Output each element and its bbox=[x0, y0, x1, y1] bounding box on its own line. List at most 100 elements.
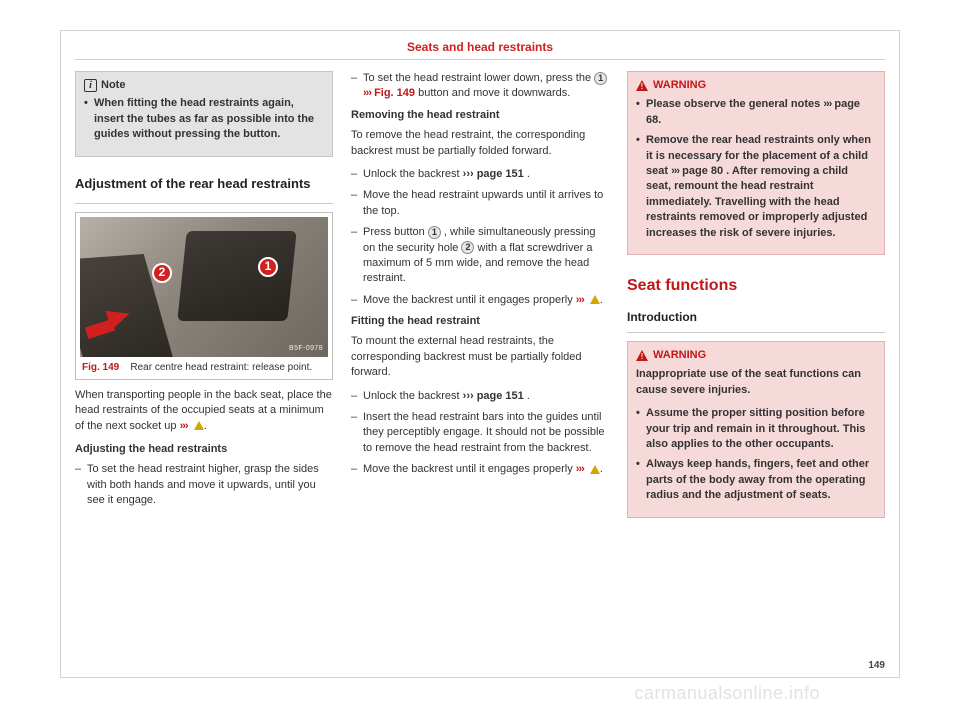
li-text: Move the backrest until it engages prope… bbox=[363, 293, 609, 308]
t: . After removing a child seat, remount t… bbox=[646, 165, 867, 239]
figure-code: B5F-0978 bbox=[289, 344, 323, 354]
dash-icon: – bbox=[351, 188, 363, 219]
list-item: – Unlock the backrest ››› page 151 . bbox=[351, 167, 609, 182]
note-box: i Note • When fitting the head restraint… bbox=[75, 71, 333, 157]
list-item: – Move the backrest until it engages pro… bbox=[351, 462, 609, 477]
column-2: – To set the head restraint lower down, … bbox=[351, 71, 609, 657]
subhead-removing: Removing the head restraint bbox=[351, 108, 609, 123]
dash-icon: – bbox=[351, 293, 363, 308]
bullet-dot: • bbox=[636, 97, 646, 128]
t: . bbox=[600, 294, 603, 306]
heading-seat-functions: Seat functions bbox=[627, 275, 885, 297]
warning-label: WARNING bbox=[653, 348, 706, 363]
note-title-row: i Note bbox=[84, 78, 324, 93]
section-rule bbox=[75, 203, 333, 204]
warn-text: Remove the rear head restraints only whe… bbox=[646, 133, 876, 241]
chevron-icon: ››› bbox=[576, 294, 584, 306]
li-text: Press button 1 , while simultaneously pr… bbox=[363, 225, 609, 287]
warn-bullet: • Please observe the general notes ››› p… bbox=[636, 97, 876, 128]
warning-title-row: WARNING bbox=[636, 78, 876, 93]
li-text: To set the head restraint higher, grasp … bbox=[87, 462, 333, 508]
li-text: To set the head restraint lower down, pr… bbox=[363, 71, 609, 102]
t: . bbox=[600, 463, 603, 475]
li-text: Unlock the backrest ››› page 151 . bbox=[363, 389, 609, 404]
list-item: – Press button 1 , while simultaneously … bbox=[351, 225, 609, 287]
bullet-dot: • bbox=[636, 133, 646, 241]
t: . bbox=[527, 168, 530, 180]
section-heading-adjustment: Adjustment of the rear head restraints bbox=[75, 175, 333, 193]
t: Move the backrest until it engages prope… bbox=[363, 463, 576, 475]
t: Press button bbox=[363, 226, 428, 238]
warning-triangle-icon bbox=[590, 465, 600, 474]
headrest-shape bbox=[177, 231, 296, 321]
column-3: WARNING • Please observe the general not… bbox=[627, 71, 885, 657]
list-item: – Unlock the backrest ››› page 151 . bbox=[351, 389, 609, 404]
column-1: i Note • When fitting the head restraint… bbox=[75, 71, 333, 657]
warn-text: Assume the proper sitting position befor… bbox=[646, 406, 876, 452]
info-icon: i bbox=[84, 79, 97, 92]
li-text: Unlock the backrest ››› page 151 . bbox=[363, 167, 609, 182]
t: . bbox=[527, 390, 530, 402]
list-item: – Insert the head restraint bars into th… bbox=[351, 410, 609, 456]
t: Move the backrest until it engages prope… bbox=[363, 294, 576, 306]
li-text: Move the head restraint upwards until it… bbox=[363, 188, 609, 219]
dash-icon: – bbox=[75, 462, 87, 508]
list-item: – Move the head restraint upwards until … bbox=[351, 188, 609, 219]
dash-icon: – bbox=[351, 71, 363, 102]
warn-bullet: • Assume the proper sitting position bef… bbox=[636, 406, 876, 452]
t: Unlock the backrest bbox=[363, 168, 463, 180]
warn-bullet: • Remove the rear head restraints only w… bbox=[636, 133, 876, 241]
warning-triangle-icon bbox=[590, 295, 600, 304]
page-ref-151: ››› page 151 bbox=[463, 168, 524, 180]
fig-ref-inline: Fig. 149 bbox=[374, 87, 415, 99]
subhead-fitting: Fitting the head restraint bbox=[351, 314, 609, 329]
dash-icon: – bbox=[351, 462, 363, 477]
note-bullet: • When fitting the head restraints again… bbox=[84, 96, 324, 142]
note-label: Note bbox=[101, 78, 125, 93]
figure-badge-2: 2 bbox=[152, 263, 172, 283]
warning-box-1: WARNING • Please observe the general not… bbox=[627, 71, 885, 255]
list-item: – To set the head restraint higher, gras… bbox=[75, 462, 333, 508]
t: button and move it downwards. bbox=[418, 87, 570, 99]
dash-icon: – bbox=[351, 167, 363, 182]
warning-label: WARNING bbox=[653, 78, 706, 93]
figure-149: 2 1 B5F-0978 Fig. 149 Rear centre head r… bbox=[75, 212, 333, 380]
circled-2-icon: 2 bbox=[461, 241, 474, 254]
chevron-icon: ››› bbox=[823, 98, 831, 110]
t: Unlock the backrest bbox=[363, 390, 463, 402]
warn-text: Always keep hands, fingers, feet and oth… bbox=[646, 457, 876, 503]
t: To set the head restraint lower down, pr… bbox=[363, 72, 594, 84]
figure-caption-text: Rear centre head restraint: release poin… bbox=[130, 362, 312, 373]
chevron-icon: ››› bbox=[576, 463, 584, 475]
col2-p2: To mount the external head restraints, t… bbox=[351, 334, 609, 380]
list-item: – Move the backrest until it engages pro… bbox=[351, 293, 609, 308]
warn2-intro: Inappropriate use of the seat functions … bbox=[636, 367, 876, 398]
section-rule bbox=[627, 332, 885, 333]
dash-icon: – bbox=[351, 410, 363, 456]
note-text: When fitting the head restraints again, … bbox=[94, 96, 324, 142]
li-text: Insert the head restraint bars into the … bbox=[363, 410, 609, 456]
circled-1-icon: 1 bbox=[594, 72, 607, 85]
t: Please observe the general notes bbox=[646, 98, 823, 110]
warning-triangle-icon bbox=[636, 80, 648, 91]
dash-icon: – bbox=[351, 389, 363, 404]
warning-box-2: WARNING Inappropriate use of the seat fu… bbox=[627, 341, 885, 518]
li-text: Move the backrest until it engages prope… bbox=[363, 462, 609, 477]
bullet-dot: • bbox=[636, 406, 646, 452]
warn-text: Please observe the general notes ››› pag… bbox=[646, 97, 876, 128]
watermark: carmanualsonline.info bbox=[634, 681, 820, 706]
warning-triangle-icon bbox=[636, 350, 648, 361]
figure-ref: Fig. 149 bbox=[82, 362, 119, 373]
circled-1-icon: 1 bbox=[428, 226, 441, 239]
page-header: Seats and head restraints bbox=[61, 39, 899, 56]
bullet-dot: • bbox=[84, 96, 94, 142]
chevron-icon: ››› bbox=[180, 420, 188, 432]
chevron-icon: ››› bbox=[671, 165, 679, 177]
bullet-dot: • bbox=[636, 457, 646, 503]
content-columns: i Note • When fitting the head restraint… bbox=[75, 71, 885, 657]
header-rule bbox=[75, 59, 885, 60]
t: page 80 bbox=[682, 165, 723, 177]
page-ref-151: ››› page 151 bbox=[463, 390, 524, 402]
col1-para1-b: . bbox=[204, 420, 207, 432]
col1-para1: When transporting people in the back sea… bbox=[75, 388, 333, 434]
